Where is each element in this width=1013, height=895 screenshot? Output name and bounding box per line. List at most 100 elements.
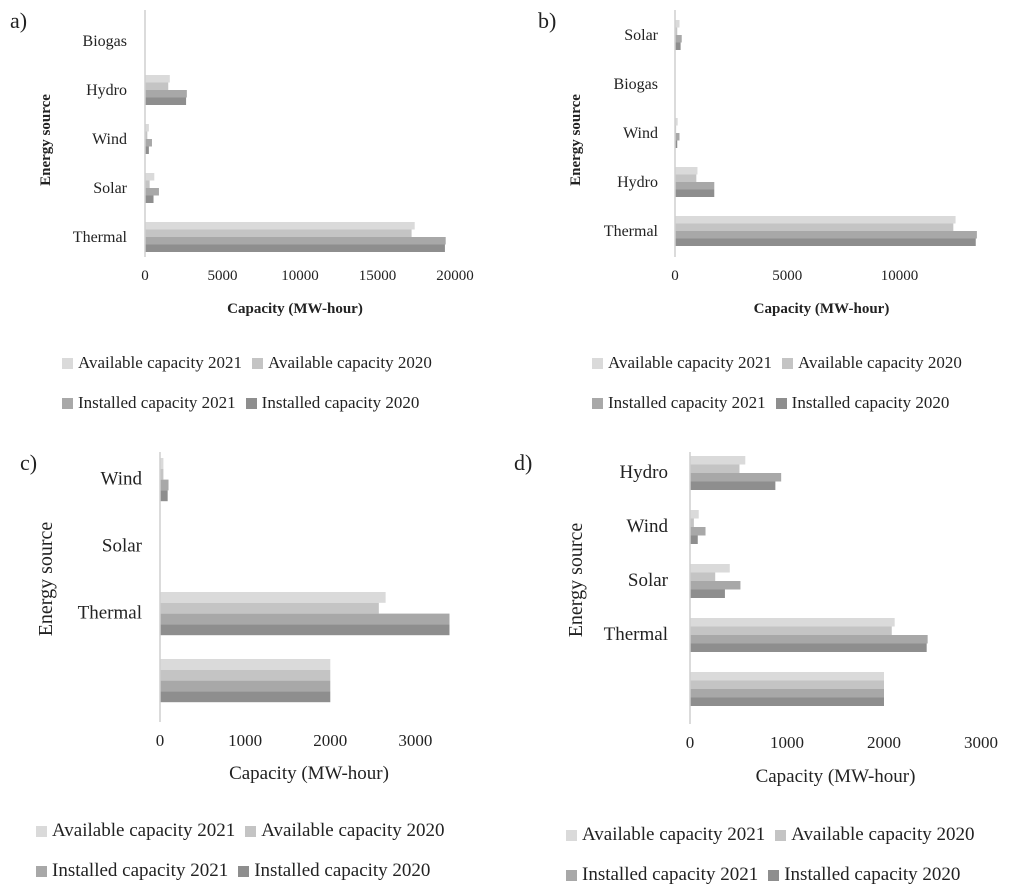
bar	[675, 118, 678, 126]
legend-item: Installed capacity 2020	[768, 864, 960, 886]
legend-label: Available capacity 2020	[261, 820, 445, 841]
bar	[160, 479, 169, 491]
x-tick-label: 2000	[313, 731, 347, 750]
bar	[145, 244, 445, 252]
legend-swatch	[36, 865, 47, 877]
legend-label: Installed capacity 2020	[791, 393, 950, 412]
category-label: Wind	[101, 469, 143, 490]
chart-panel-c: c) Wind Solar Thermal 0 1000 2000 3000 Capacity…	[0, 440, 506, 883]
bar	[160, 680, 331, 692]
x-tick-label: 10000	[881, 268, 919, 284]
bar	[690, 643, 927, 652]
x-axis-title: Capacity (MW-hour)	[754, 301, 890, 317]
bar	[145, 90, 187, 98]
category-label: Biogas	[614, 76, 658, 93]
bar	[675, 42, 681, 50]
bar	[690, 510, 699, 519]
bar-chart-c: Wind Solar Thermal 0 1000 2000 3000 Capacity (M…	[35, 452, 450, 784]
legend-swatch	[245, 397, 257, 409]
legend-row: Available capacity 2021 Available capacit…	[36, 811, 455, 851]
legend-label: Installed capacity 2020	[261, 393, 420, 412]
bar	[160, 691, 331, 703]
legend-label: Installed capacity 2021	[582, 864, 759, 885]
bar	[145, 195, 154, 203]
x-tick-label: 0	[156, 731, 165, 750]
legend-swatch	[566, 869, 577, 881]
legend-item: Available capacity 2020	[245, 820, 445, 842]
legend-row: Installed capacity 2021 Installed capacit…	[36, 851, 455, 891]
y-axis-title: Energy source	[35, 522, 57, 637]
bar	[675, 27, 678, 35]
legend-swatch	[592, 397, 603, 409]
legend-item: Installed capacity 2021	[592, 393, 766, 413]
bar	[690, 626, 892, 635]
legend-label: Installed capacity 2021	[608, 393, 766, 412]
bar	[690, 680, 884, 689]
bar	[160, 669, 331, 681]
bar	[675, 140, 678, 148]
legend-row: Installed capacity 2021 Installed capacit…	[592, 383, 972, 423]
bar	[690, 672, 884, 681]
x-tick-label: 3000	[398, 731, 432, 750]
legend-label: Available capacity 2020	[797, 353, 962, 372]
bar	[690, 689, 884, 698]
bar	[160, 592, 386, 603]
bar-chart-d: Hydro Wind Solar Thermal 0 1000 2000 3000 Capaci…	[565, 452, 998, 787]
bar	[675, 238, 976, 246]
bar	[675, 20, 680, 28]
category-label: Thermal	[73, 229, 128, 246]
legend-item: Installed capacity 2020	[238, 860, 430, 882]
bar	[690, 481, 776, 490]
bar	[675, 223, 954, 231]
chart-panel-a: a) Biogas Hydro Wind Solar Thermal 0 5000 10000…	[0, 0, 506, 440]
x-tick-label: 0	[671, 268, 679, 284]
x-tick-label: 0	[686, 733, 695, 752]
x-tick-label: 2000	[867, 733, 901, 752]
legend-row: Installed capacity 2021 Installed capacit…	[566, 855, 985, 895]
panel-label: c)	[20, 450, 38, 475]
panel-label: d)	[514, 450, 533, 475]
category-label: Thermal	[78, 603, 142, 624]
legend-label: Installed capacity 2020	[254, 860, 431, 881]
category-label: Wind	[92, 131, 127, 148]
bar	[160, 613, 450, 625]
y-axis-title: Energy source	[38, 94, 54, 186]
bar	[690, 564, 730, 573]
legend-label: Available capacity 2021	[52, 820, 236, 841]
x-tick-label: 15000	[359, 268, 397, 284]
legend-swatch	[775, 397, 787, 409]
legend-swatch	[245, 825, 257, 837]
legend-item: Available capacity 2020	[775, 824, 975, 846]
x-axis-title: Capacity (MW-hour)	[229, 763, 389, 784]
legend-item: Available capacity 2021	[566, 824, 765, 846]
bar	[675, 167, 698, 175]
legend-swatch	[251, 357, 263, 369]
legend-label: Installed capacity 2021	[78, 393, 236, 412]
bar	[145, 188, 159, 196]
legend-swatch	[62, 397, 73, 409]
legend-swatch	[775, 829, 787, 841]
legend-swatch	[768, 869, 780, 881]
bar	[675, 189, 715, 197]
legend-label: Installed capacity 2021	[52, 860, 229, 881]
bar	[690, 473, 782, 482]
legend-item: Available capacity 2020	[781, 353, 962, 373]
bar	[690, 635, 928, 644]
bar-chart-a: Biogas Hydro Wind Solar Thermal 0 5000 10000 150…	[38, 10, 474, 317]
bar	[160, 624, 450, 636]
legend: Available capacity 2021 Available capacit…	[592, 343, 972, 423]
category-label: Wind	[623, 125, 658, 142]
bar	[145, 75, 170, 83]
legend-label: Available capacity 2020	[791, 824, 975, 845]
category-label: Solar	[93, 180, 127, 197]
bar	[690, 464, 740, 473]
bar	[145, 237, 446, 245]
legend: Available capacity 2021 Available capacit…	[36, 811, 455, 891]
category-label: Solar	[628, 570, 669, 591]
x-tick-label: 5000	[772, 268, 802, 284]
x-tick-label: 1000	[770, 733, 804, 752]
category-label: Hydro	[86, 82, 127, 99]
bar	[145, 82, 169, 90]
bar	[160, 602, 379, 614]
bar	[675, 216, 956, 224]
